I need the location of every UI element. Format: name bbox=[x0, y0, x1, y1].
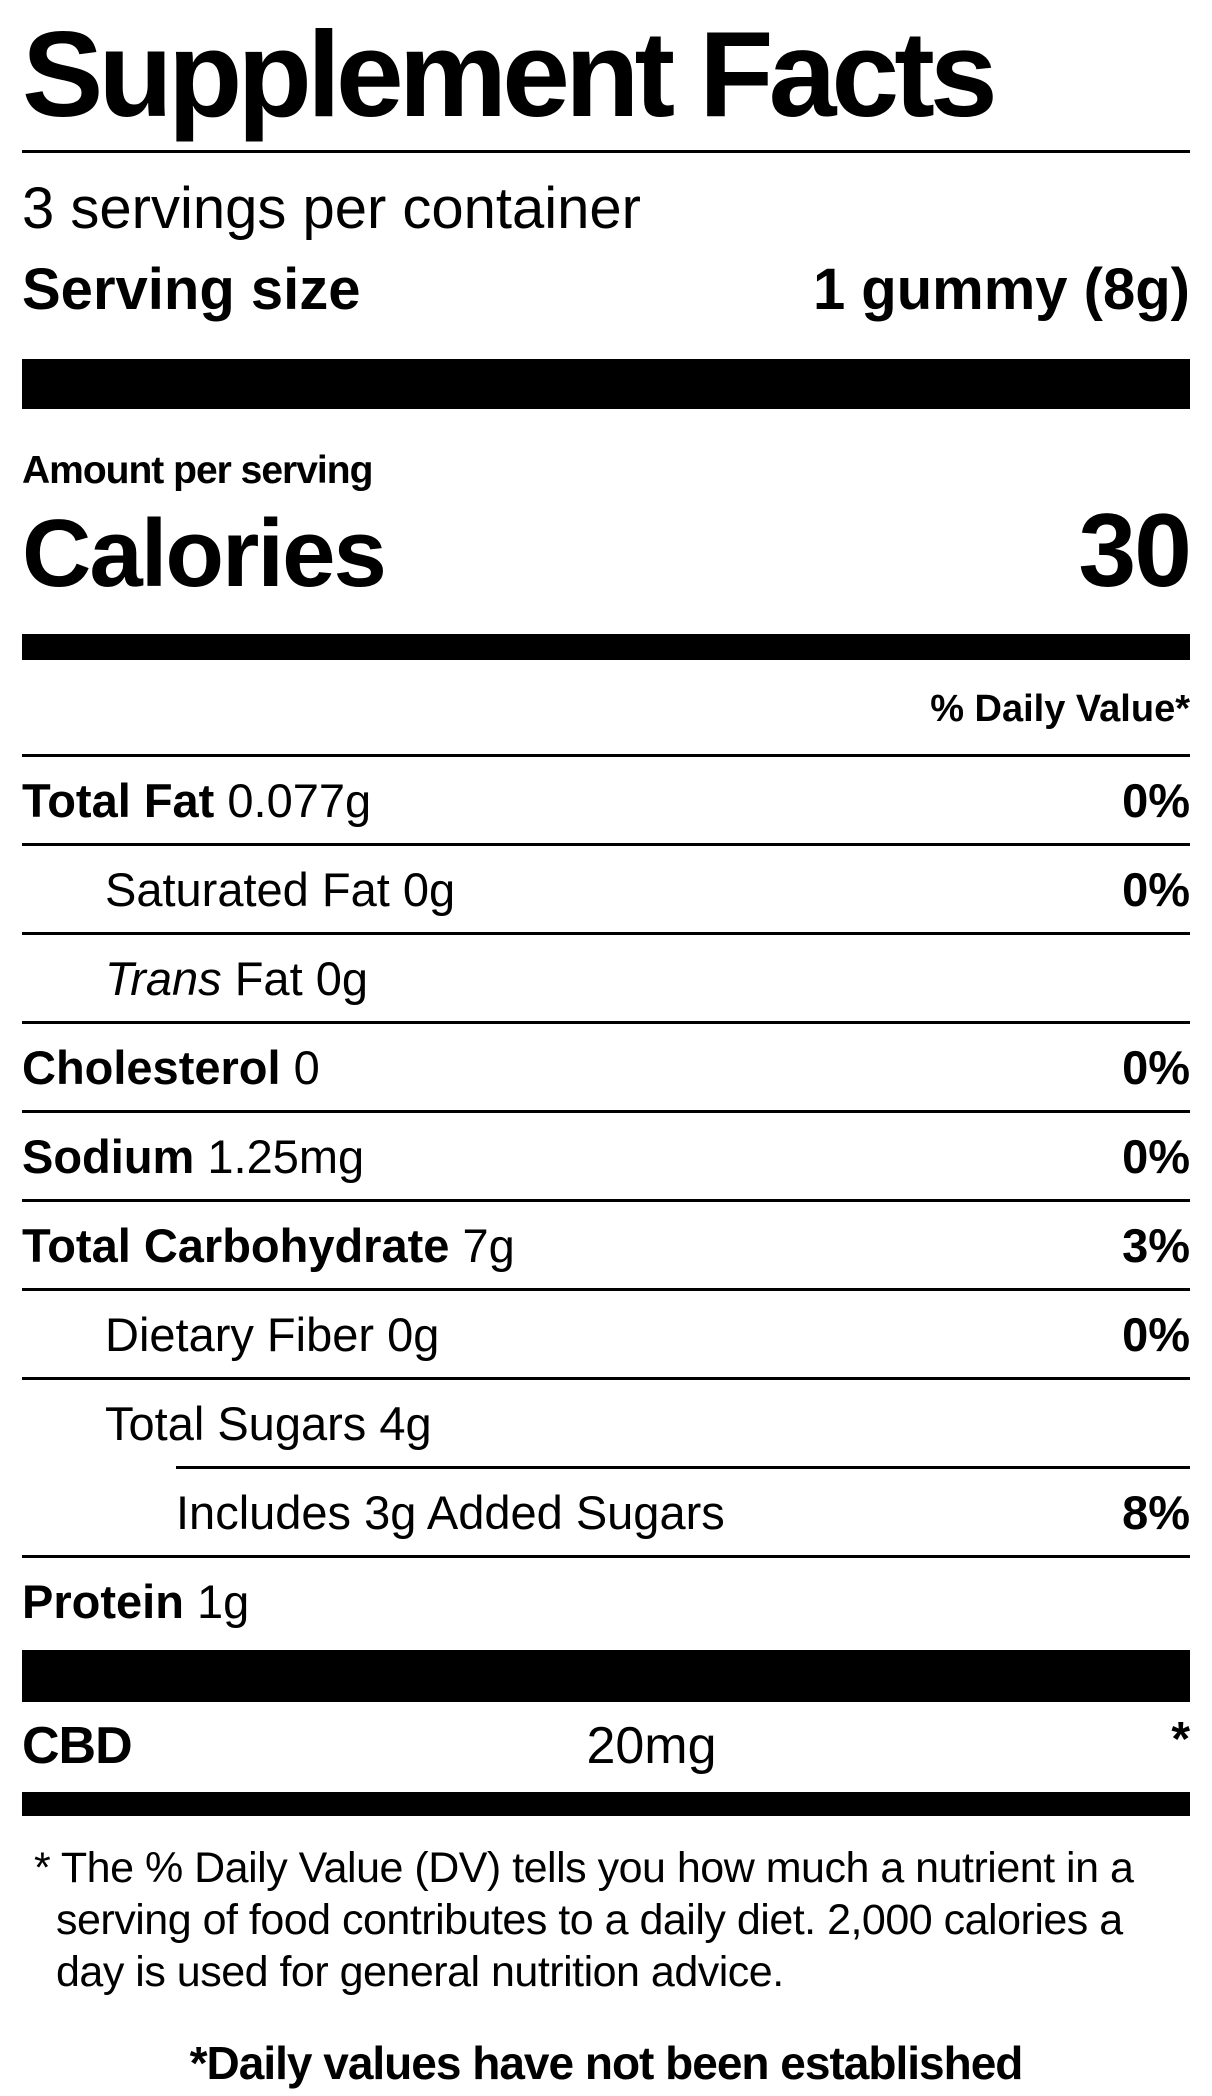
active-name: CBD bbox=[22, 1717, 133, 1775]
nutrient-dv: 0% bbox=[1122, 863, 1190, 916]
row-saturated-fat: Saturated Fat 0g 0% bbox=[22, 843, 1190, 932]
footer-divider-bar-medium bbox=[22, 1792, 1190, 1816]
section-divider-bar-medium bbox=[22, 634, 1190, 660]
nutrient-amount: 0g bbox=[387, 1308, 440, 1361]
row-total-carbohydrate: Total Carbohydrate 7g 3% bbox=[22, 1199, 1190, 1288]
actives-divider-bar-thick bbox=[22, 1650, 1190, 1702]
nutrient-name-amount: Cholesterol 0 bbox=[22, 1040, 320, 1096]
nutrient-dv: 0% bbox=[1122, 1130, 1190, 1183]
row-total-fat: Total Fat 0.077g 0% bbox=[22, 754, 1190, 843]
nutrient-amount: 0.077g bbox=[227, 774, 372, 827]
nutrient-amount: 0 bbox=[293, 1041, 320, 1094]
row-sodium: Sodium 1.25mg 0% bbox=[22, 1110, 1190, 1199]
servings-per-container: 3 servings per container bbox=[22, 176, 641, 241]
row-dietary-fiber: Dietary Fiber 0g 0% bbox=[22, 1288, 1190, 1377]
nutrient-name: Protein bbox=[22, 1575, 184, 1628]
row-total-sugars: Total Sugars 4g bbox=[22, 1377, 1190, 1466]
panel-title: Supplement Facts bbox=[22, 6, 998, 142]
calories-row: Calories 30 bbox=[22, 493, 1192, 609]
nutrient-name-amount: Total Sugars 4g bbox=[22, 1396, 432, 1452]
nutrient-dv: 0% bbox=[1122, 774, 1190, 827]
nutrient-name: Total Fat bbox=[22, 774, 215, 827]
nutrient-name: Sodium bbox=[22, 1130, 195, 1183]
section-divider-bar-thick bbox=[22, 359, 1190, 409]
nutrient-name-amount: Includes 3g Added Sugars bbox=[176, 1486, 725, 1539]
serving-size-row: Serving size 1 gummy (8g) bbox=[22, 257, 1190, 323]
nutrient-name: Total Carbohydrate bbox=[22, 1219, 450, 1272]
added-sugars-divider bbox=[176, 1466, 1190, 1469]
row-cholesterol: Cholesterol 0 0% bbox=[22, 1021, 1190, 1110]
daily-values-not-established-note: *Daily values have not been established bbox=[189, 2037, 1024, 2089]
nutrient-name: Cholesterol bbox=[22, 1041, 281, 1094]
row-added-sugars: Includes 3g Added Sugars 8% bbox=[22, 1469, 1190, 1555]
row-cbd: CBD 20mg * bbox=[22, 1702, 1190, 1792]
nutrient-dv: 3% bbox=[1122, 1219, 1190, 1272]
nutrient-name-amount: Total Carbohydrate 7g bbox=[22, 1218, 515, 1274]
nutrient-name-amount: Trans Fat 0g bbox=[22, 951, 368, 1007]
amount-per-serving-label: Amount per serving bbox=[22, 449, 373, 492]
nutrient-name: Dietary Fiber bbox=[105, 1308, 375, 1361]
daily-value-header: % Daily Value* bbox=[930, 688, 1190, 730]
nutrient-name: Saturated Fat bbox=[105, 863, 390, 916]
nutrient-name-amount: Saturated Fat 0g bbox=[22, 862, 455, 918]
nutrient-dv: 0% bbox=[1122, 1308, 1190, 1361]
spacer bbox=[22, 730, 1190, 754]
daily-value-footnote: * The % Daily Value (DV) tells you how m… bbox=[34, 1844, 1134, 1996]
serving-size-value: 1 gummy (8g) bbox=[812, 257, 1190, 322]
nutrient-amount: 1.25mg bbox=[207, 1130, 365, 1183]
active-amount: 20mg bbox=[586, 1717, 717, 1775]
nutrient-name: Fat bbox=[234, 952, 303, 1005]
nutrient-name-amount: Total Fat 0.077g bbox=[22, 773, 371, 829]
nutrient-name-amount: Sodium 1.25mg bbox=[22, 1129, 364, 1185]
nutrient-name-italic: Trans bbox=[105, 952, 222, 1005]
nutrient-name-amount: Dietary Fiber 0g bbox=[22, 1307, 439, 1363]
calories-label: Calories bbox=[22, 500, 387, 607]
nutrient-amount: 0g bbox=[315, 952, 368, 1005]
nutrient-name-amount: Protein 1g bbox=[22, 1574, 249, 1630]
calories-value: 30 bbox=[1078, 493, 1192, 609]
nutrient-amount: 4g bbox=[379, 1397, 432, 1450]
nutrient-amount: 1g bbox=[196, 1575, 250, 1628]
nutrient-dv: 0% bbox=[1122, 1041, 1190, 1094]
nutrient-amount: 0g bbox=[402, 863, 456, 916]
nutrient-amount: 7g bbox=[462, 1219, 515, 1272]
active-dv-asterisk: * bbox=[1171, 1713, 1190, 1766]
nutrient-name: Total Sugars bbox=[105, 1397, 367, 1450]
serving-size-label: Serving size bbox=[22, 257, 361, 322]
row-trans-fat: Trans Fat 0g bbox=[22, 932, 1190, 1021]
row-protein: Protein 1g bbox=[22, 1555, 1190, 1650]
title-divider bbox=[22, 150, 1190, 153]
nutrient-dv: 8% bbox=[1122, 1486, 1190, 1539]
